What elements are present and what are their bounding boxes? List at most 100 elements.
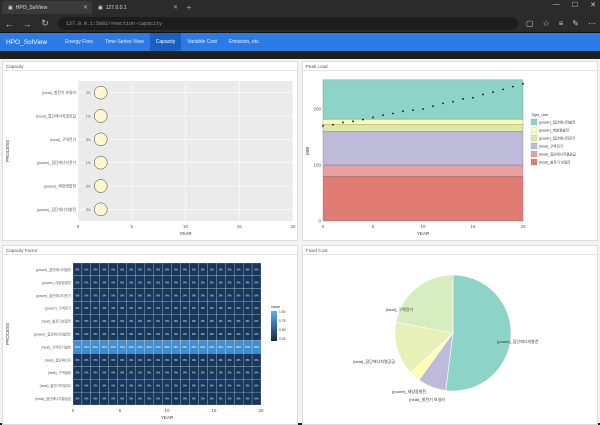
y-tick-label: 200 bbox=[313, 107, 321, 112]
x-tick-label: 5 bbox=[130, 224, 133, 229]
x-tick-label: 20 bbox=[290, 224, 296, 229]
x-tick-label: 0 bbox=[322, 224, 325, 229]
browser-navbar: ← → ↻ 127.0.0.1:5002/#section-capacity ▢… bbox=[0, 14, 600, 33]
cell-label: 0% bbox=[192, 384, 196, 388]
new-tab-icon[interactable]: + bbox=[186, 3, 192, 12]
browser-tab[interactable]: ▣ 127.0.0.1 ✕ bbox=[92, 1, 182, 14]
forward-icon[interactable]: → bbox=[22, 18, 32, 29]
cell-label: 0% bbox=[228, 358, 232, 362]
cell-label: 0% bbox=[183, 319, 187, 323]
x-tick-label: 20 bbox=[258, 408, 264, 413]
y-tick-label: (heat)_구역전기설비 bbox=[42, 344, 71, 349]
legend-swatch bbox=[530, 150, 538, 158]
demand-point bbox=[392, 112, 394, 115]
pie-slice bbox=[445, 274, 512, 392]
browser-toolbar-icons: ▢ ☆ ≡ ✎ ⋯ bbox=[526, 19, 596, 28]
cell-label: 35% bbox=[75, 345, 81, 349]
cell-label: 0% bbox=[237, 397, 241, 401]
cell-label: 0% bbox=[76, 371, 80, 375]
cell-label: 0% bbox=[255, 332, 259, 336]
cell-label: 0% bbox=[165, 280, 169, 284]
cell-label: 0% bbox=[102, 358, 106, 362]
address-bar[interactable]: 127.0.0.1:5002/#section-capacity bbox=[58, 17, 518, 30]
y-tick-label: (heat)_발전기 보일러 bbox=[42, 90, 76, 95]
pie-slice bbox=[395, 274, 454, 334]
more-icon[interactable]: ⋯ bbox=[588, 19, 596, 28]
cell-label: 35% bbox=[102, 345, 108, 349]
cell-label: 0% bbox=[183, 306, 187, 310]
favorite-star-icon[interactable]: ☆ bbox=[542, 19, 550, 28]
cell-label: 0% bbox=[210, 293, 214, 297]
cell-label: 0% bbox=[102, 371, 106, 375]
cell-label: 0% bbox=[237, 371, 241, 375]
area-band bbox=[322, 79, 524, 120]
cell-label: 0% bbox=[102, 319, 106, 323]
close-tab-icon[interactable]: ✕ bbox=[172, 5, 178, 11]
data-point bbox=[94, 179, 108, 193]
cell-label: 0% bbox=[138, 267, 142, 271]
close-window-icon[interactable]: ✕ bbox=[590, 2, 596, 9]
close-tab-icon[interactable]: ✕ bbox=[82, 5, 88, 11]
slice-label: (heat)_구역전기 bbox=[386, 306, 414, 312]
colorbar-tick-label: 0.25 bbox=[279, 337, 286, 341]
cell-label: 0% bbox=[111, 306, 115, 310]
x-tick-label: 20 bbox=[520, 224, 526, 229]
colorbar-tick-label: 0.50 bbox=[279, 328, 286, 332]
demand-point bbox=[402, 110, 404, 113]
cell-label: 0% bbox=[147, 371, 151, 375]
menu-item-emission-etc[interactable]: Emission, etc. bbox=[228, 39, 261, 45]
demand-point bbox=[422, 108, 424, 110]
slice-label: (heat)_집단에너지열공급 bbox=[353, 358, 395, 364]
cell-label: 0% bbox=[120, 306, 124, 310]
menu-item-time-series-view[interactable]: Time-Series View bbox=[104, 39, 144, 45]
x-tick-label: 10 bbox=[420, 224, 426, 229]
back-icon[interactable]: ← bbox=[4, 18, 14, 29]
x-axis-label: YEAR bbox=[161, 415, 174, 420]
menu-item-capacity[interactable]: Capacity bbox=[149, 33, 182, 51]
cell-label: 0% bbox=[129, 319, 133, 323]
y-tick-label: (heat)_구역설비 bbox=[48, 370, 71, 375]
cell-label: 0% bbox=[120, 397, 124, 401]
cell-label: 0% bbox=[183, 397, 187, 401]
cell-label: 0% bbox=[201, 384, 205, 388]
slice-label: (heat)_발전기 보일러 bbox=[409, 396, 445, 402]
cell-label: 0% bbox=[255, 397, 259, 401]
cell-label: 0% bbox=[246, 332, 250, 336]
y-tick-label: (power)_집단에너지전기 bbox=[37, 160, 76, 165]
cell-label: 0% bbox=[210, 397, 214, 401]
y-tick-label: 0 bbox=[318, 219, 321, 224]
cell-label: 0% bbox=[174, 280, 178, 284]
x-tick-label: 5 bbox=[372, 224, 375, 229]
cell-label: 0% bbox=[192, 358, 196, 362]
window-controls: — ☐ ✕ bbox=[553, 1, 596, 9]
cell-label: 0% bbox=[192, 306, 196, 310]
cell-label: 0% bbox=[237, 293, 241, 297]
reload-icon[interactable]: ↻ bbox=[41, 18, 49, 28]
menu-item-variable-cost[interactable]: Variable Cost bbox=[187, 39, 217, 45]
menu-item-energy-flow[interactable]: Energy Flow bbox=[65, 39, 93, 45]
browser-tab-active[interactable]: ▣ HPO_SolView ✕ bbox=[2, 1, 92, 14]
cell-label: 0% bbox=[138, 319, 142, 323]
cell-label: 0% bbox=[94, 280, 98, 284]
minimize-icon[interactable]: — bbox=[552, 1, 560, 8]
share-icon[interactable]: ✎ bbox=[572, 19, 579, 28]
cell-label: 0% bbox=[255, 319, 259, 323]
legend-swatch bbox=[530, 158, 538, 166]
cell-label: 0% bbox=[102, 384, 106, 388]
tab-strip: ▣ HPO_SolView ✕ ▣ 127.0.0.1 ✕ + bbox=[0, 0, 600, 14]
legend-label: (power)_집단에너지발전 bbox=[539, 120, 575, 125]
cell-label: 0% bbox=[129, 384, 133, 388]
cell-label: 0% bbox=[255, 306, 259, 310]
cell-label: 0% bbox=[76, 306, 80, 310]
y-tick-label: 100 bbox=[313, 163, 321, 168]
app-brand[interactable]: HPO_SolView bbox=[6, 38, 48, 46]
cell-label: 0% bbox=[183, 332, 187, 336]
cell-label: 0% bbox=[156, 358, 160, 362]
maximize-icon[interactable]: ☐ bbox=[571, 2, 579, 9]
hub-icon[interactable]: ≡ bbox=[558, 19, 564, 28]
x-tick-label: 15 bbox=[211, 408, 217, 413]
cell-label: 0% bbox=[174, 267, 178, 271]
reading-view-icon[interactable]: ▢ bbox=[525, 19, 534, 28]
tab-favicon-icon: ▣ bbox=[98, 4, 103, 11]
cell-label: 0% bbox=[192, 293, 196, 297]
